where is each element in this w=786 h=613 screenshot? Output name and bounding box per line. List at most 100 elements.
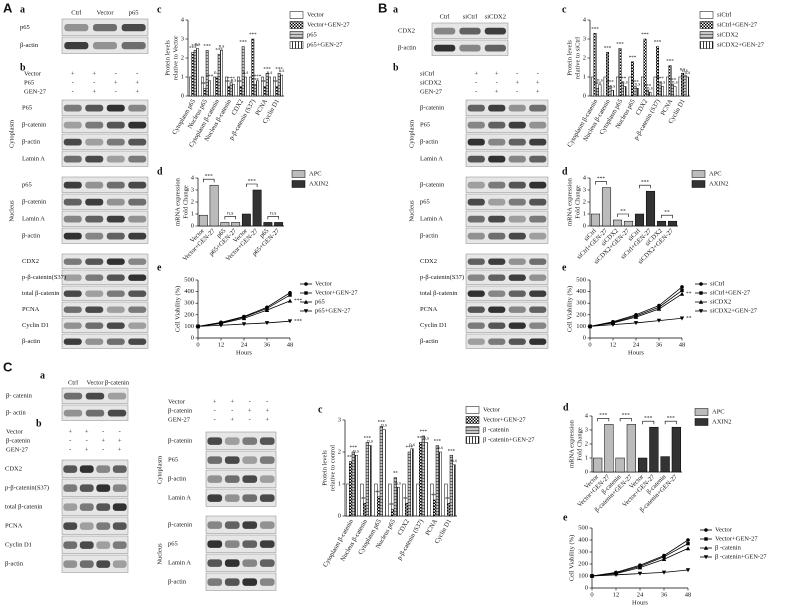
significance: *** xyxy=(434,440,442,445)
blot-band xyxy=(467,290,485,297)
bar xyxy=(637,457,648,473)
bar xyxy=(623,220,634,227)
condition-label: GEN-27 xyxy=(420,88,443,95)
blot-band xyxy=(106,138,125,146)
row-label: β-actin xyxy=(168,475,187,482)
panel-letter: b xyxy=(393,62,399,73)
panel-letter: e xyxy=(562,262,567,273)
legend-label: Vector+GEN-27 xyxy=(315,289,358,296)
row-label: CDX2 xyxy=(5,465,22,472)
blot-band xyxy=(508,322,526,329)
point xyxy=(633,321,639,326)
x-tick-label: 36 xyxy=(656,341,663,348)
blot-band xyxy=(488,322,506,329)
y-tick-label: 3 xyxy=(583,186,586,193)
blot-strip xyxy=(465,227,549,244)
y-tick-label: 500 xyxy=(184,276,194,283)
bar xyxy=(610,90,614,97)
blot-strip xyxy=(465,301,549,317)
condition-sign: + xyxy=(135,88,139,95)
bar xyxy=(612,219,623,227)
legend-label: APC xyxy=(309,170,322,177)
condition-sign: - xyxy=(516,70,518,77)
significance: *** xyxy=(669,79,677,84)
blot-band xyxy=(434,27,456,35)
blot-strip xyxy=(205,553,277,572)
blot-band xyxy=(85,215,104,223)
blot-strip xyxy=(61,176,149,193)
blot-strip xyxy=(61,269,149,285)
bar xyxy=(667,220,678,227)
y-tick-label: 2 xyxy=(191,198,194,205)
y-tick-label: 400 xyxy=(576,288,586,295)
blot-band xyxy=(434,44,456,52)
y-tick-label: 100 xyxy=(184,323,194,330)
bar xyxy=(660,86,664,97)
x-tick-label: p65 xyxy=(215,228,227,240)
y-tick-label: 0 xyxy=(585,468,588,475)
blot-band xyxy=(63,121,82,129)
blot-strip xyxy=(61,317,149,333)
point xyxy=(699,282,703,286)
significance: n.s xyxy=(267,71,273,76)
blot-strip xyxy=(61,210,149,227)
row-label: β-actin xyxy=(22,338,41,345)
blot-band xyxy=(224,437,240,445)
point xyxy=(685,546,691,551)
significance: *** xyxy=(591,27,599,32)
blot-band xyxy=(467,198,485,206)
blot-band xyxy=(63,392,83,400)
blot-band xyxy=(259,494,275,502)
y-tick-label: 400 xyxy=(578,536,588,543)
blot-strip xyxy=(465,133,549,150)
bar xyxy=(368,445,372,517)
x-tick-label: 24 xyxy=(633,341,640,348)
legend-swatch xyxy=(289,41,304,49)
blot-band xyxy=(121,42,146,50)
blot-strip xyxy=(465,116,549,133)
condition-sign: + xyxy=(71,70,75,77)
bar xyxy=(346,483,350,517)
bar xyxy=(683,74,687,97)
blot-band xyxy=(63,503,78,511)
blot-band xyxy=(224,521,240,529)
significance: *** xyxy=(227,77,235,82)
row-label: Lamin A xyxy=(168,559,191,566)
panel-letter: c xyxy=(157,4,162,15)
blot-band xyxy=(207,540,223,548)
y-tick-label: 300 xyxy=(184,300,194,307)
panel-letter: c xyxy=(562,4,567,15)
line xyxy=(197,294,291,327)
blot-band xyxy=(467,338,485,345)
point xyxy=(679,316,685,321)
bar xyxy=(449,454,453,517)
blot-strip xyxy=(205,469,277,488)
blot-band xyxy=(484,27,506,35)
condition-sign: + xyxy=(85,428,89,435)
blot-strip xyxy=(205,450,277,469)
blot-strip xyxy=(205,488,277,507)
significance: *** xyxy=(261,81,269,86)
blot-band xyxy=(467,322,485,329)
blot-band xyxy=(112,522,127,530)
blot-band xyxy=(63,322,82,329)
bar xyxy=(596,88,599,97)
blot-band xyxy=(508,338,526,345)
blot-band xyxy=(106,306,125,313)
row-label: total β-catenin xyxy=(22,290,60,297)
section-label: B xyxy=(378,0,387,15)
legend-label: APC xyxy=(709,170,722,177)
row-label: Cyclin D1 xyxy=(22,322,49,329)
point xyxy=(241,316,247,321)
blot-band xyxy=(121,24,146,32)
blot-band xyxy=(79,484,94,492)
legend-label: siCDX2 xyxy=(710,298,731,305)
blot-band xyxy=(85,322,104,329)
lane-label: Ctrl xyxy=(440,13,450,20)
panel-letter: a xyxy=(40,370,45,381)
significance: *** xyxy=(206,75,214,80)
point xyxy=(264,307,270,312)
row-label: P65 xyxy=(168,456,178,463)
blot-band xyxy=(79,541,94,549)
x-tick-label: 36 xyxy=(661,591,668,598)
